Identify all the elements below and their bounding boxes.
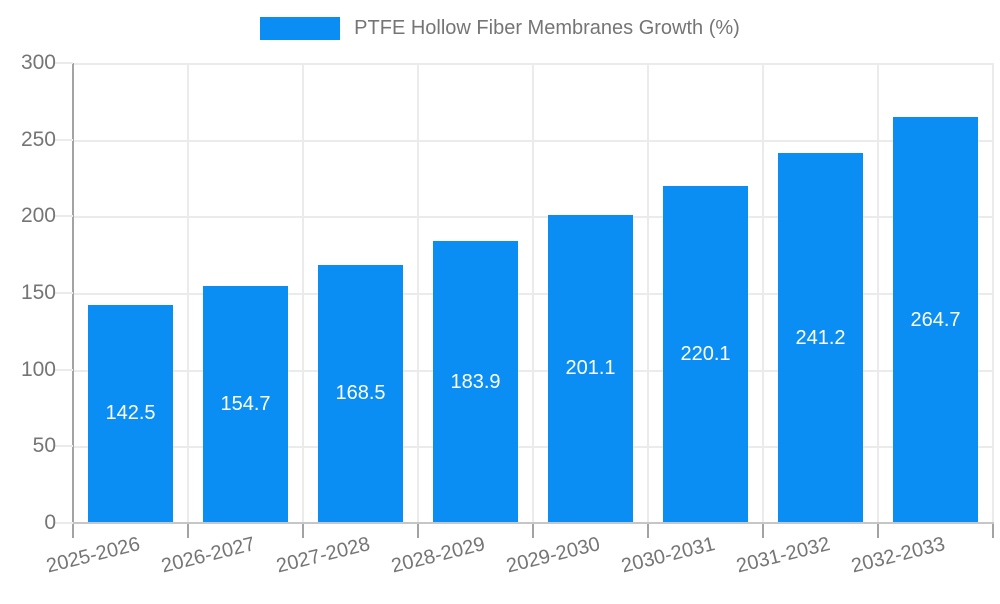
v-gridline (647, 63, 649, 523)
y-axis-tick (55, 138, 73, 141)
bar-slot: 183.9 (418, 63, 533, 523)
bar: 220.1 (662, 185, 749, 523)
x-axis-tick (532, 524, 534, 538)
bar-slot: 220.1 (648, 63, 763, 523)
bar-slot: 241.2 (763, 63, 878, 523)
bar-slot: 154.7 (188, 63, 303, 523)
bar-slot: 168.5 (303, 63, 418, 523)
v-gridline (302, 63, 304, 523)
plot-area: 142.5 154.7 168.5 183.9 201.1 220.1 241.2 264.7 (73, 63, 994, 523)
x-axis-tick (992, 524, 994, 538)
bar-slot: 142.5 (73, 63, 188, 523)
bar-value-label: 241.2 (795, 326, 846, 349)
x-axis-tick (187, 524, 189, 538)
bar-slot: 201.1 (533, 63, 648, 523)
v-gridline (992, 63, 994, 523)
legend-swatch (260, 17, 341, 40)
y-axis-line (72, 63, 74, 523)
v-gridline (762, 63, 764, 523)
bar: 201.1 (547, 214, 634, 523)
v-gridline (417, 63, 419, 523)
bar-value-label: 142.5 (105, 402, 156, 425)
bar-value-label: 220.1 (680, 342, 731, 365)
legend-label: PTFE Hollow Fiber Membranes Growth (%) (354, 17, 740, 39)
bar-value-label: 264.7 (910, 308, 961, 331)
y-tick-label: 200 (20, 204, 56, 228)
x-axis-tick (762, 524, 764, 538)
y-axis-tick (55, 62, 73, 64)
y-axis-tick (55, 368, 73, 371)
y-tick-label: 100 (20, 357, 56, 381)
bar: 154.7 (202, 285, 289, 523)
legend[interactable]: PTFE Hollow Fiber Membranes Growth (%) (0, 17, 1000, 40)
x-axis-tick (647, 524, 649, 538)
y-tick-label: 0 (44, 511, 56, 534)
x-axis-tick (877, 524, 879, 538)
y-axis-tick (55, 445, 73, 448)
v-gridline (877, 63, 879, 523)
bar: 241.2 (777, 153, 864, 523)
x-axis-line (73, 522, 994, 524)
bar-series: 142.5 154.7 168.5 183.9 201.1 220.1 241.2 264.7 (73, 63, 993, 523)
v-gridline (532, 63, 534, 523)
y-tick-label: 300 (20, 51, 56, 74)
bar: 142.5 (87, 304, 174, 523)
y-axis-tick (55, 522, 73, 524)
bar: 183.9 (432, 241, 519, 523)
x-axis-tick (72, 524, 74, 538)
y-tick-label: 250 (20, 127, 56, 151)
bar-value-label: 168.5 (335, 382, 386, 405)
bar-value-label: 201.1 (565, 357, 616, 380)
bar-slot: 264.7 (878, 63, 993, 523)
x-axis-tick (302, 524, 304, 538)
bar: 168.5 (317, 264, 404, 523)
y-axis-tick (55, 292, 73, 294)
y-tick-label: 50 (32, 434, 56, 458)
bar-value-label: 154.7 (220, 392, 271, 415)
y-tick-label: 150 (20, 281, 56, 304)
v-gridline (187, 63, 189, 523)
x-axis-tick (417, 524, 419, 538)
y-axis-tick (55, 215, 73, 218)
bar-value-label: 183.9 (450, 370, 501, 393)
bar: 264.7 (892, 117, 979, 523)
